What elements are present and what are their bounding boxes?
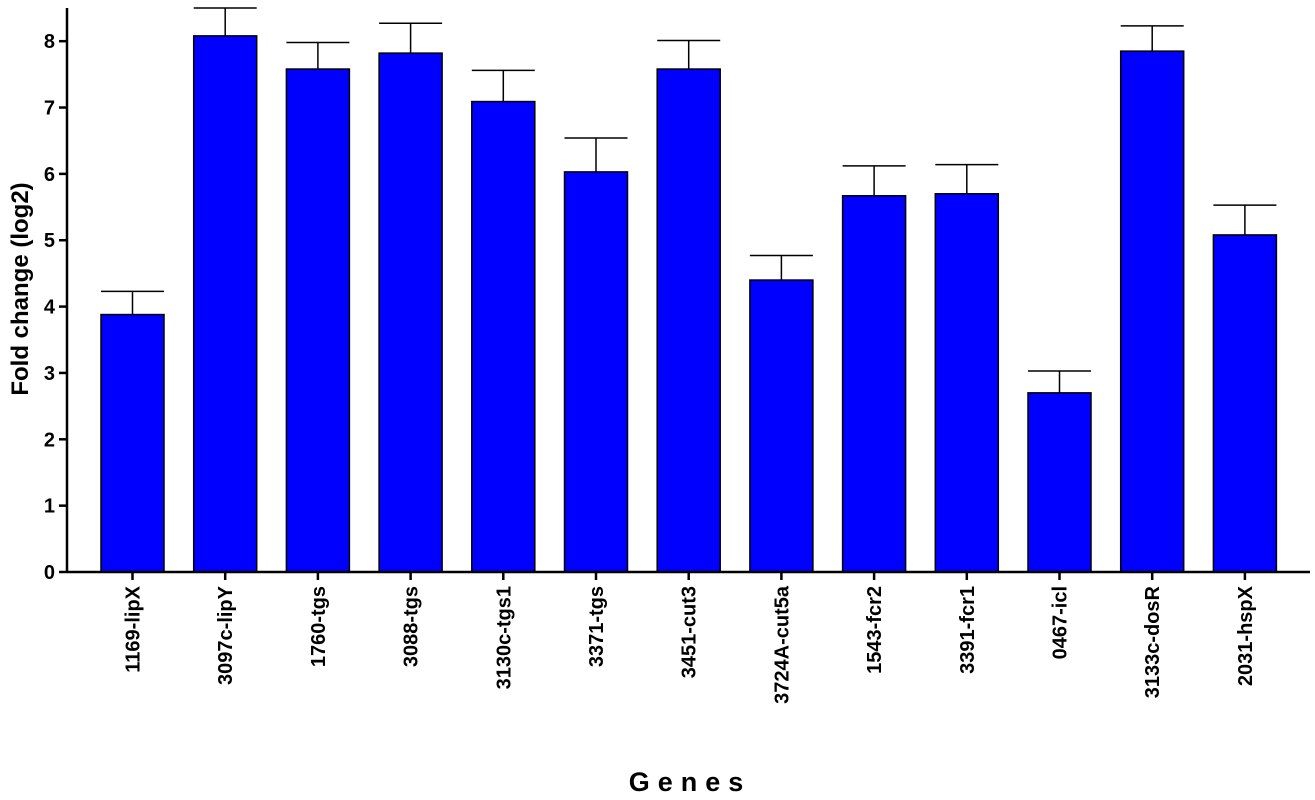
error-bars-layer [101, 7, 1277, 393]
bar-3724A-cut5a [749, 279, 814, 573]
x-axis-title: Genes [629, 767, 752, 797]
bar-3391-fcr1 [934, 193, 1000, 573]
bar-0467-icl [1027, 392, 1092, 573]
y-tick-label: 0 [44, 562, 55, 584]
y-ticks-layer: 0 1 2 3 4 5 6 7 8 [44, 31, 67, 584]
x-tick-label: 3391-fcr1 [957, 586, 979, 674]
x-tick-label: 3371-tgs [586, 586, 608, 667]
x-tick-label: 1760-tgs [308, 586, 330, 667]
y-axis-title: Fold change (log2) [7, 182, 34, 395]
bar-1543-fcr2 [841, 195, 907, 573]
y-tick-label: 3 [44, 363, 55, 385]
x-tick-label: 3097c-lipY [215, 585, 237, 685]
x-tick-labels-layer: 1169-lipX 3097c-lipY 1760-tgs 3088-tgs 3130c… [123, 572, 1257, 704]
x-tick-label: 3451-cut3 [679, 586, 701, 678]
x-tick-label: 0467-icl [1050, 586, 1072, 659]
y-tick-label: 8 [44, 31, 55, 53]
bar-3097c-lipY [192, 35, 258, 573]
x-tick-label: 3130c-tgs1 [493, 586, 515, 689]
y-tick-label: 2 [44, 429, 55, 451]
y-tick-label: 7 [44, 98, 55, 120]
bar-3133c-dosR [1119, 50, 1185, 573]
bar-3371-tgs [563, 171, 629, 573]
bar-3451-cut3 [656, 68, 721, 573]
y-tick-label: 5 [44, 230, 55, 252]
bar-1169-lipX [100, 313, 165, 573]
x-tick-label: 2031-hspX [1235, 585, 1257, 686]
x-tick-label: 1169-lipX [123, 585, 145, 672]
x-tick-label: 3724A-cut5a [771, 585, 793, 704]
bars-layer [100, 35, 1278, 573]
x-tick-label: 1543-fcr2 [864, 586, 886, 674]
bar-3130c-tgs1 [471, 100, 536, 573]
x-tick-label: 3088-tgs [401, 586, 423, 667]
y-tick-label: 6 [44, 164, 55, 186]
bar-3088-tgs [378, 52, 443, 573]
bar-2031-hspX [1212, 234, 1278, 573]
x-tick-label: 3133c-dosR [1142, 585, 1164, 698]
bar-1760-tgs [285, 68, 351, 573]
y-tick-label: 1 [44, 496, 55, 518]
y-tick-label: 4 [44, 297, 56, 319]
